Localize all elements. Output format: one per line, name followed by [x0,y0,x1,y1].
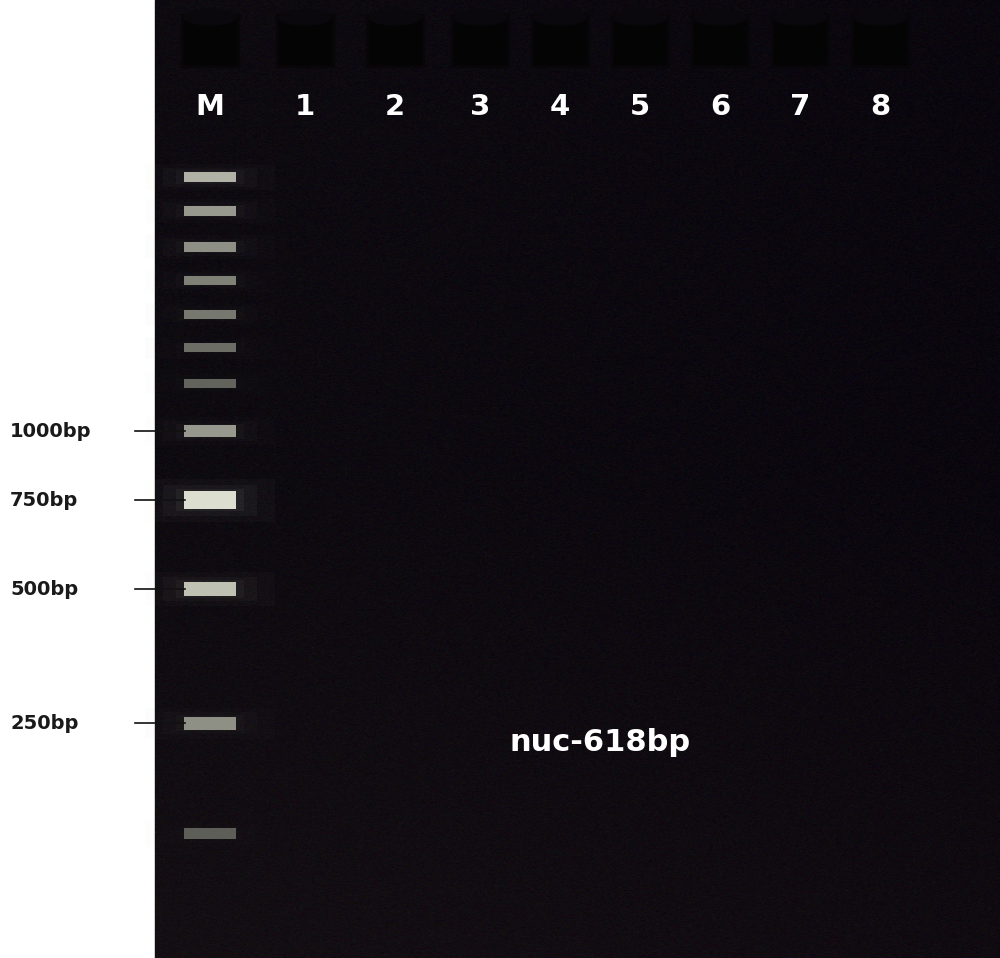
Ellipse shape [694,10,746,25]
Bar [184,344,236,353]
Bar [854,17,906,64]
Text: 5: 5 [630,93,650,122]
Bar [163,376,257,391]
Bar [176,171,244,184]
Text: 1: 1 [295,93,315,122]
Ellipse shape [454,10,506,25]
Bar [771,14,829,67]
Bar [145,820,275,847]
Bar [145,573,275,606]
Bar [163,421,257,442]
Bar [176,275,244,287]
Bar [184,172,236,183]
Text: 3: 3 [470,93,490,122]
Bar [531,14,589,67]
Bar [184,582,236,596]
Bar [184,242,236,252]
Bar [279,17,331,64]
Ellipse shape [854,10,906,25]
Text: 2: 2 [385,93,405,122]
Bar [176,377,244,389]
Bar [534,17,586,64]
Bar [145,373,275,394]
Bar [451,14,509,67]
Bar [145,708,275,739]
Bar [145,236,275,260]
Ellipse shape [184,10,236,25]
Text: M: M [196,93,224,122]
Text: 6: 6 [710,93,730,122]
Bar [184,425,236,437]
Bar [184,206,236,216]
Ellipse shape [614,10,666,25]
Bar [611,14,669,67]
Bar [184,276,236,285]
Text: 500bp: 500bp [10,580,78,599]
Bar [691,14,749,67]
Bar [184,828,236,839]
Bar [163,202,257,219]
Bar [145,199,275,223]
Bar [163,712,257,735]
Bar [694,17,746,64]
Bar [163,239,257,256]
Ellipse shape [369,10,421,25]
Bar [176,716,244,731]
Bar [181,14,239,67]
Bar [163,307,257,322]
Bar [454,17,506,64]
Ellipse shape [279,10,331,25]
Bar [163,340,257,355]
Text: 8: 8 [870,93,890,122]
Bar [851,14,909,67]
Bar [184,17,236,64]
Bar [369,17,421,64]
Text: 1000bp: 1000bp [10,422,92,441]
Bar [0,0,155,958]
Ellipse shape [774,10,826,25]
Bar [774,17,826,64]
Ellipse shape [534,10,586,25]
Text: 7: 7 [790,93,810,122]
Bar [176,423,244,439]
Bar [145,304,275,325]
Bar [155,0,1000,958]
Bar [176,489,244,512]
Bar [145,269,275,293]
Bar [163,272,257,289]
Bar [276,14,334,67]
Bar [145,417,275,445]
Bar [176,205,244,217]
Bar [184,718,236,730]
Bar [163,485,257,515]
Bar [163,168,257,187]
Bar [145,337,275,358]
Bar [145,164,275,191]
Bar [145,479,275,521]
Bar [176,342,244,354]
Text: 4: 4 [550,93,570,122]
Bar [184,491,236,509]
Bar [163,824,257,843]
Bar [184,379,236,387]
Bar [176,581,244,598]
Bar [163,577,257,602]
Bar [176,241,244,254]
Bar [614,17,666,64]
Bar [176,827,244,840]
Text: 750bp: 750bp [10,490,78,510]
Text: 250bp: 250bp [10,714,78,733]
Text: nuc-618bp: nuc-618bp [509,728,691,757]
Bar [366,14,424,67]
Bar [184,310,236,318]
Bar [176,308,244,320]
